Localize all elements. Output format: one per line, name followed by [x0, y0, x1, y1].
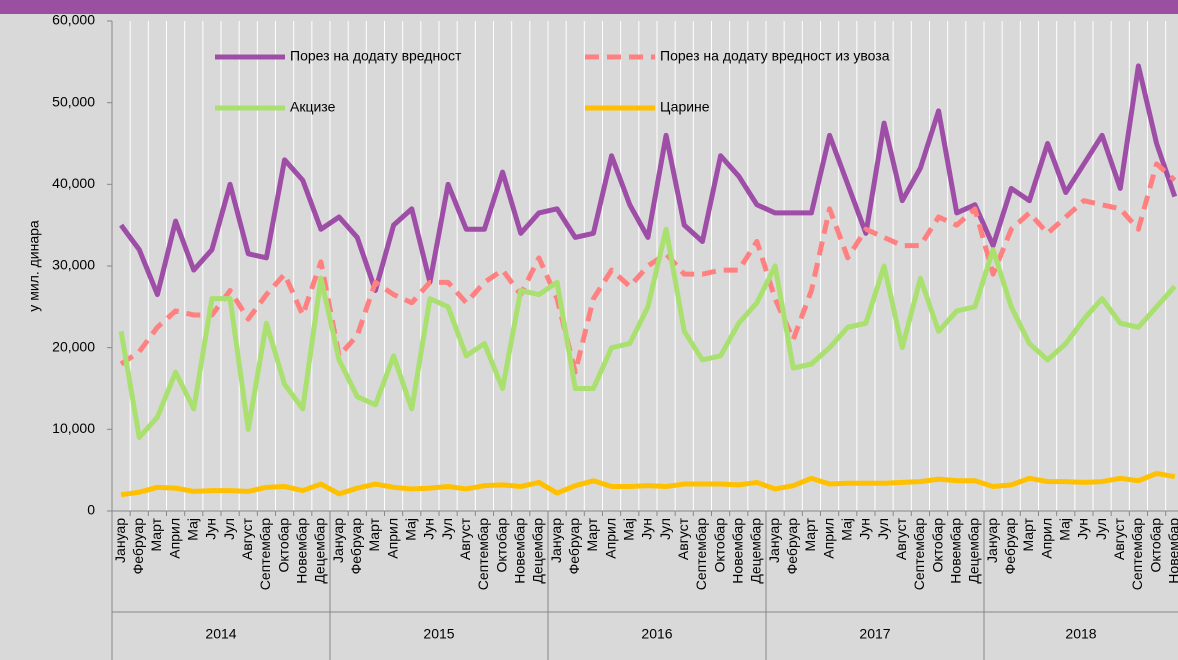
x-tick-label: Октобар — [493, 518, 509, 573]
x-tick-label: Јануар — [330, 518, 346, 563]
x-tick-label: Мај — [1056, 518, 1072, 541]
x-tick-label: Март — [584, 517, 600, 551]
x-tick-label: Април — [166, 518, 182, 559]
x-tick-label: Јул — [875, 518, 891, 540]
x-tick-label: Фебруар — [1002, 518, 1018, 575]
top-band — [0, 0, 1178, 14]
x-tick-label: Април — [1038, 518, 1054, 559]
x-tick-label: Новембар — [1165, 518, 1178, 584]
y-tick-label: 0 — [87, 502, 95, 518]
y-tick-label: 40,000 — [52, 175, 95, 191]
group-label: 2014 — [205, 626, 236, 642]
x-tick-label: Март — [802, 517, 818, 551]
series-line — [119, 63, 1178, 298]
y-tick-label: 10,000 — [52, 420, 95, 436]
x-tick-label: Март — [1020, 517, 1036, 551]
x-tick-label: Септембар — [911, 518, 927, 590]
x-tick-label: Септембар — [475, 518, 491, 590]
x-tick-label: Јануар — [766, 518, 782, 563]
y-tick-label: 20,000 — [52, 338, 95, 354]
x-tick-label: Септембар — [693, 518, 709, 590]
x-tick-label: Август — [675, 517, 691, 560]
legend-label: Акцизе — [290, 99, 336, 115]
y-tick-label: 30,000 — [52, 257, 95, 273]
x-tick-label: Јун — [857, 518, 873, 540]
legend-label: Порез на додату вредност — [290, 48, 462, 64]
x-tick-label: Фебруар — [130, 518, 146, 575]
x-tick-label: Октобар — [929, 518, 945, 573]
legend-label: Царине — [660, 99, 710, 115]
x-tick-label: Октобар — [1147, 518, 1163, 573]
x-tick-label: Септембар — [257, 518, 273, 590]
y-tick-label: 60,000 — [52, 12, 95, 28]
x-tick-label: Мај — [184, 518, 200, 541]
group-label: 2017 — [859, 626, 890, 642]
x-tick-label: Фебруар — [784, 518, 800, 575]
x-tick-label: Децембар — [748, 518, 764, 584]
legend-label: Порез на додату вредност из увоза — [660, 48, 890, 64]
x-tick-label: Новембар — [947, 518, 963, 584]
x-tick-label: Мај — [838, 518, 854, 541]
x-tick-label: Март — [366, 517, 382, 551]
x-tick-label: Март — [148, 517, 164, 551]
x-tick-label: Јануар — [548, 518, 564, 563]
x-tick-label: Април — [602, 518, 618, 559]
x-tick-label: Јул — [1093, 518, 1109, 540]
x-tick-label: Фебруар — [348, 518, 364, 575]
series-line — [119, 161, 1177, 375]
x-tick-label: Новембар — [511, 518, 527, 584]
x-tick-label: Јун — [1075, 518, 1091, 540]
x-tick-label: Април — [384, 518, 400, 559]
x-tick-label: Јул — [221, 518, 237, 540]
x-tick-label: Новембар — [293, 518, 309, 584]
y-tick-label: 50,000 — [52, 93, 95, 109]
x-tick-label: Новембар — [729, 518, 745, 584]
x-tick-label: Јул — [439, 518, 455, 540]
x-tick-label: Септембар — [1129, 518, 1145, 590]
group-label: 2016 — [641, 626, 672, 642]
x-tick-label: Август — [893, 517, 909, 560]
x-tick-label: Јун — [203, 518, 219, 540]
x-tick-label: Август — [1111, 517, 1127, 560]
y-axis-label: у мил. динара — [26, 220, 42, 312]
x-tick-label: Децембар — [312, 518, 328, 584]
group-label: 2015 — [423, 626, 454, 642]
x-tick-label: Децембар — [966, 518, 982, 584]
x-tick-label: Јул — [657, 518, 673, 540]
x-tick-label: Април — [820, 518, 836, 559]
x-tick-label: Децембар — [530, 518, 546, 584]
x-tick-label: Јануар — [984, 518, 1000, 563]
x-tick-label: Фебруар — [566, 518, 582, 575]
x-tick-label: Јануар — [112, 518, 128, 563]
x-tick-label: Јун — [421, 518, 437, 540]
x-tick-label: Октобар — [275, 518, 291, 573]
x-tick-label: Октобар — [711, 518, 727, 573]
series-line — [120, 470, 1176, 498]
x-tick-label: Август — [239, 517, 255, 560]
x-tick-label: Мај — [402, 518, 418, 541]
x-tick-label: Мај — [620, 518, 636, 541]
series-line — [118, 226, 1177, 440]
group-label: 2018 — [1065, 626, 1096, 642]
x-tick-label: Јун — [639, 518, 655, 540]
x-tick-label: Август — [457, 517, 473, 560]
